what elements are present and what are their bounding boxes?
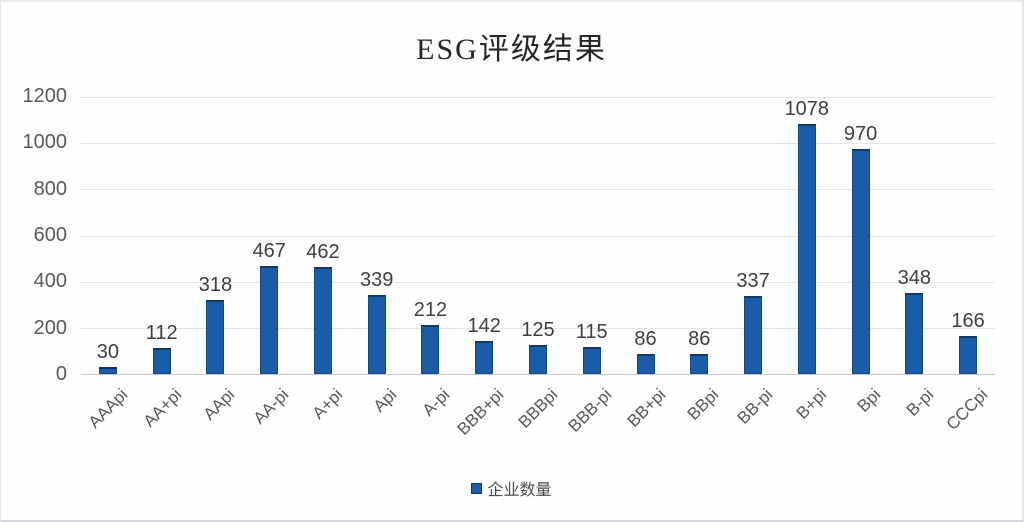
- bar: [206, 300, 225, 374]
- chart-title: ESG评级结果: [416, 33, 607, 66]
- bar: [690, 354, 709, 374]
- bar-value-label: 86: [634, 328, 657, 351]
- y-axis-tick-label: 400: [33, 270, 67, 293]
- y-axis-tick-label: 1200: [22, 85, 68, 107]
- bar: [851, 149, 870, 374]
- bar-value-label: 30: [96, 341, 120, 364]
- bar: [744, 295, 763, 374]
- plot-area: 30 AAApi 112 AA+pi 318 AApi 467 AA-pi 462 A+pi 339…: [81, 96, 995, 439]
- bar: [152, 348, 171, 374]
- bar: [905, 293, 924, 374]
- bar: [636, 354, 655, 374]
- bar: [367, 295, 386, 374]
- bar-value-label: 1078: [784, 98, 830, 121]
- y-axis-tick-label: 800: [33, 177, 67, 200]
- bar: [421, 324, 440, 374]
- bar: [475, 341, 494, 374]
- gridline: [81, 96, 995, 98]
- bar-value-label: 142: [467, 315, 501, 338]
- gridline: [81, 235, 995, 237]
- bar: [260, 265, 279, 374]
- bar-value-label: 337: [736, 269, 770, 292]
- bar-value-label: 212: [413, 298, 448, 321]
- bar-value-label: 112: [145, 322, 178, 345]
- legend-swatch-icon: [471, 482, 483, 494]
- legend-label: 企业数量: [487, 482, 552, 499]
- x-axis-tick-label: AAApi: [84, 385, 132, 432]
- gridline: [81, 328, 995, 330]
- legend: 企业数量: [1, 476, 1022, 500]
- y-axis-tick-label: 200: [33, 316, 67, 339]
- gridline: [81, 189, 995, 191]
- bar: [959, 335, 978, 374]
- bar-value-label: 166: [951, 309, 985, 332]
- bar: [797, 124, 816, 374]
- bar-value-label: 348: [897, 267, 932, 290]
- y-axis-tick-label: 600: [33, 224, 67, 246]
- gridline: [81, 281, 995, 283]
- bar-value-label: 86: [688, 328, 711, 351]
- bar-value-label: 339: [360, 269, 394, 292]
- gridline: [81, 142, 995, 144]
- bar: [313, 266, 332, 374]
- y-axis-tick-label: 1000: [22, 131, 68, 154]
- bar: [98, 367, 117, 374]
- bar-value-label: 467: [252, 239, 286, 262]
- y-axis: 0 200 400 600 800 1000 1200: [1, 85, 68, 385]
- y-axis-tick-label: 0: [55, 363, 67, 385]
- bar-value-label: 462: [306, 240, 340, 263]
- bar-value-label: 970: [843, 123, 878, 146]
- bar-value-label: 115: [575, 321, 608, 344]
- bar: [582, 347, 601, 374]
- bar: [529, 345, 547, 374]
- bar-value-label: 318: [198, 274, 233, 297]
- bar-value-label: 125: [521, 319, 555, 342]
